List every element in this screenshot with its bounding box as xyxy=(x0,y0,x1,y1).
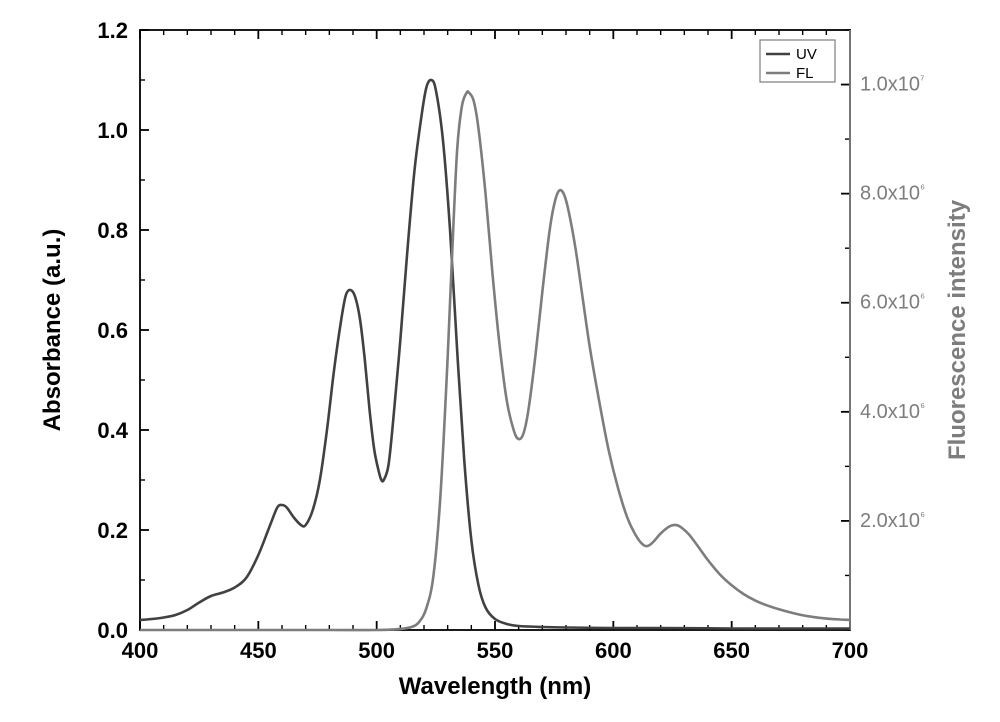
x-tick-label: 550 xyxy=(477,638,514,663)
y-right-tick-label: 6.0x10⁶ xyxy=(860,291,925,314)
y-right-tick-label: 4.0x10⁶ xyxy=(860,400,925,423)
y-left-axis-title: Absorbance (a.u.) xyxy=(39,229,66,432)
legend-label-fl: FL xyxy=(796,65,814,82)
y-left-tick-label: 1.0 xyxy=(97,118,128,143)
x-tick-label: 650 xyxy=(713,638,750,663)
y-right-tick-label: 1.0x10⁷ xyxy=(860,73,924,96)
y-left-tick-label: 0.0 xyxy=(97,618,128,643)
legend-label-uv: UV xyxy=(796,46,817,63)
series-fl xyxy=(140,91,850,630)
y-left-tick-label: 1.2 xyxy=(97,18,128,43)
x-tick-label: 600 xyxy=(595,638,632,663)
y-left-tick-label: 0.2 xyxy=(97,518,128,543)
y-right-tick-label: 2.0x10⁶ xyxy=(860,509,925,532)
spectra-chart: 400450500550600650700Wavelength (nm)0.00… xyxy=(0,0,1000,722)
y-left-tick-label: 0.6 xyxy=(97,318,128,343)
x-tick-label: 700 xyxy=(832,638,869,663)
y-right-axis-title: Fluorescence intensity xyxy=(944,199,971,460)
y-right-tick-label: 8.0x10⁶ xyxy=(860,182,925,205)
x-axis-title: Wavelength (nm) xyxy=(399,673,591,700)
x-tick-label: 450 xyxy=(240,638,277,663)
series-uv xyxy=(140,80,850,629)
x-tick-label: 500 xyxy=(358,638,395,663)
y-left-tick-label: 0.4 xyxy=(97,418,128,443)
y-left-tick-label: 0.8 xyxy=(97,218,128,243)
